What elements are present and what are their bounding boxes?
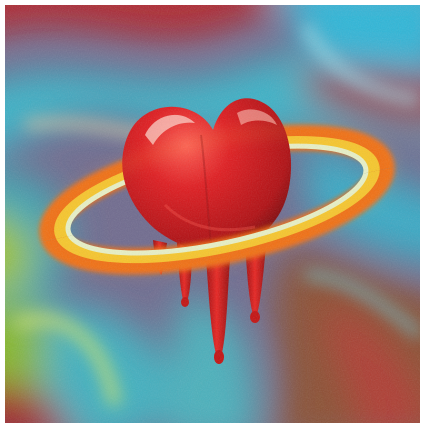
psychedelic-heart-illustration [5, 5, 420, 423]
artwork [5, 5, 420, 423]
grain-overlay [5, 5, 420, 423]
